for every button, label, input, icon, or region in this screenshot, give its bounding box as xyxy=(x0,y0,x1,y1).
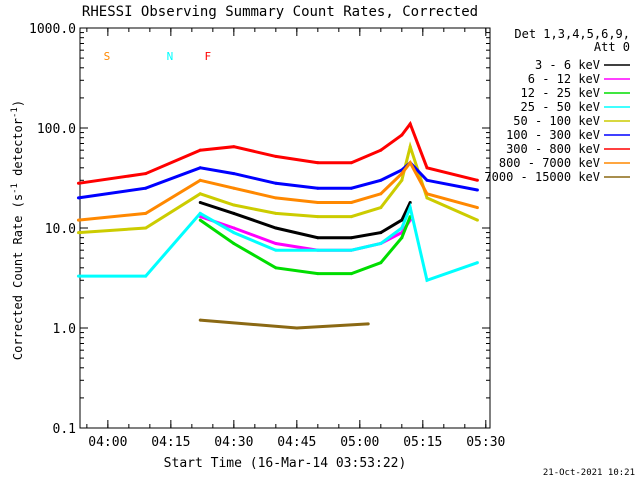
x-axis-label: Start Time (16-Mar-14 03:53:22) xyxy=(164,456,407,471)
y-tick-label: 0.1 xyxy=(53,422,76,437)
series-line-2 xyxy=(199,216,412,276)
legend-label-8: 7000 - 15000 keV xyxy=(484,170,600,184)
legend-label-2: 12 - 25 keV xyxy=(521,86,600,100)
x-tick-label: 04:30 xyxy=(214,435,253,450)
x-tick-label: 04:15 xyxy=(151,435,190,450)
annotation-label-2: F xyxy=(204,50,211,63)
x-tick-label: 05:15 xyxy=(403,435,442,450)
timestamp: 21-Oct-2021 10:21 xyxy=(543,468,635,478)
y-tick-label: 1000.0 xyxy=(29,22,76,37)
plot-area: 0.1 1.0 10.0 100.0 1000.0 04:00 04:15 04:30 04:4… xyxy=(29,22,505,450)
annotation-label-0: S xyxy=(104,50,111,63)
legend-label-3: 25 - 50 keV xyxy=(521,100,600,114)
x-tick-label: 05:30 xyxy=(466,435,505,450)
series-line-0 xyxy=(199,201,412,240)
series-line-6 xyxy=(78,120,478,185)
y-axis-label: Corrected Count Rate (s-1 detector-1) xyxy=(10,100,25,360)
series-line-3 xyxy=(78,202,478,283)
y-tick-label: 100.0 xyxy=(37,122,76,137)
chart-title: RHESSI Observing Summary Count Rates, Co… xyxy=(82,4,478,20)
series-line-4 xyxy=(78,141,479,235)
legend-label-6: 300 - 800 keV xyxy=(506,142,600,156)
y-tick-label: 10.0 xyxy=(45,222,76,237)
annotation-label-1: N xyxy=(167,50,174,63)
x-tick-label: 05:00 xyxy=(340,435,379,450)
legend-header-line-1: Det 1,3,4,5,6,9, xyxy=(514,27,630,41)
legend-label-7: 800 - 7000 keV xyxy=(499,156,600,170)
legend-label-4: 50 - 100 keV xyxy=(513,114,600,128)
legend-label-1: 6 - 12 keV xyxy=(528,72,600,86)
legend-label-5: 100 - 300 keV xyxy=(506,128,600,142)
legend-label-0: 3 - 6 keV xyxy=(535,58,600,72)
x-tick-label: 04:00 xyxy=(88,435,127,450)
y-tick-label: 1.0 xyxy=(53,322,76,337)
series-line-7 xyxy=(78,159,478,222)
legend-header-line-2: Att 0 xyxy=(594,40,630,54)
x-tick-label: 04:45 xyxy=(277,435,316,450)
series-line-8 xyxy=(200,318,369,330)
